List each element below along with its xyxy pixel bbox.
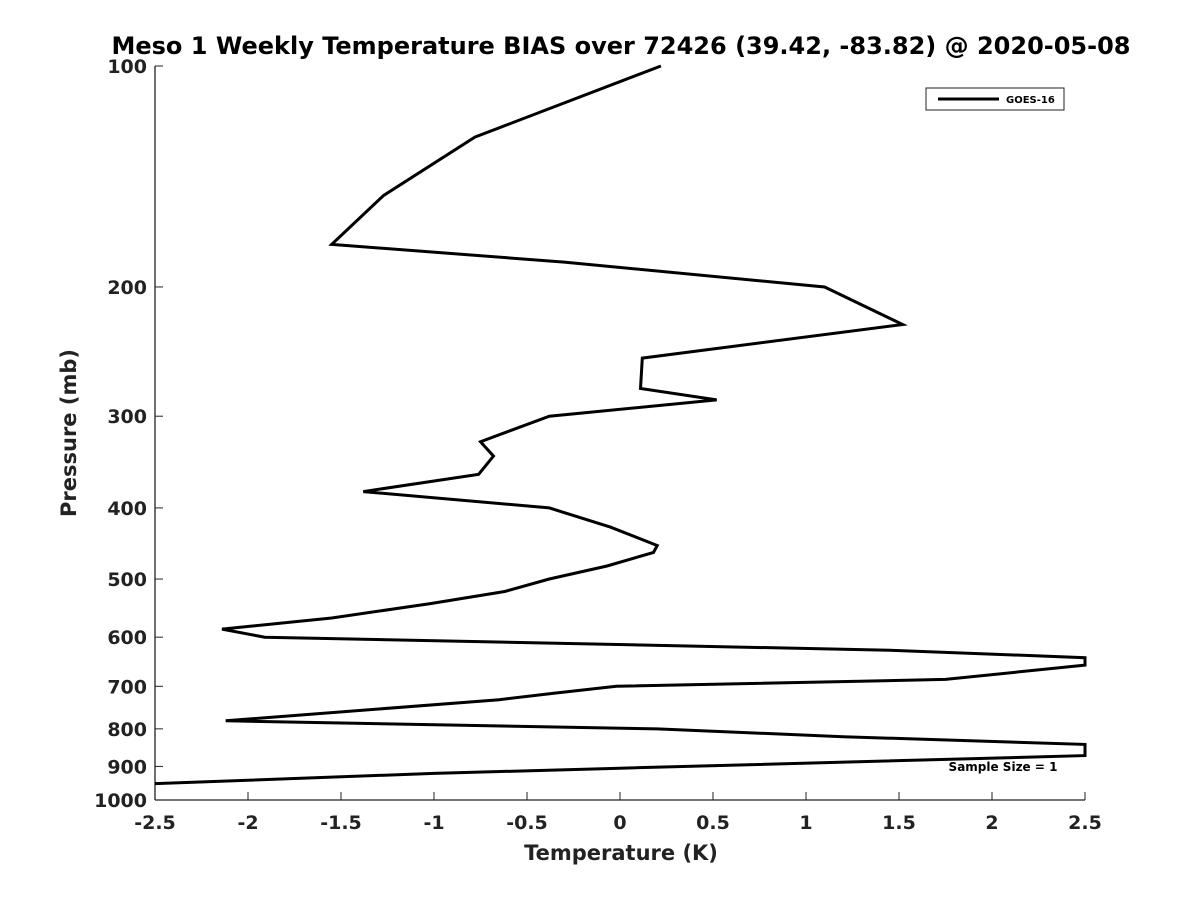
y-axis-ticks: 100 200 300 400 500 600 700 800 900 1000 [94,56,163,812]
chart-title: Meso 1 Weekly Temperature BIAS over 7242… [111,32,1130,60]
x-tick-label: -1.5 [320,812,362,834]
series-line-goes-16 [154,64,1087,786]
x-tick-label: -2 [237,812,258,834]
y-tick-label: 600 [107,627,147,649]
y-tick-label: 100 [107,56,147,78]
legend-label: GOES-16 [1006,95,1055,106]
x-tick-label: 1.5 [882,812,916,834]
x-tick-label: -2.5 [134,812,176,834]
y-tick-label: 500 [107,569,147,591]
y-tick-label: 200 [107,277,147,299]
y-tick-label: 700 [107,676,147,698]
x-tick-label: 0.5 [696,812,730,834]
x-tick-label: 2.5 [1068,812,1102,834]
y-tick-label: 800 [107,719,147,741]
x-tick-label: -0.5 [506,812,548,834]
x-axis-label: Temperature (K) [524,841,718,865]
sample-size-annotation: Sample Size = 1 [949,760,1058,774]
y-tick-label: 400 [107,498,147,520]
y-tick-label: 900 [107,756,147,778]
x-tick-label: 1 [799,812,812,834]
x-tick-label: 2 [985,812,998,834]
y-tick-label: 300 [107,406,147,428]
y-axis-label: Pressure (mb) [57,349,81,517]
y-tick-label: 1000 [94,790,147,812]
x-axis-ticks: -2.5 -2 -1.5 -1 -0.5 0 0.5 1 1.5 2 2.5 [134,792,1102,834]
series-layer [154,64,1087,786]
x-tick-label: 0 [613,812,626,834]
legend: GOES-16 [925,87,1065,111]
x-tick-label: -1 [423,812,444,834]
